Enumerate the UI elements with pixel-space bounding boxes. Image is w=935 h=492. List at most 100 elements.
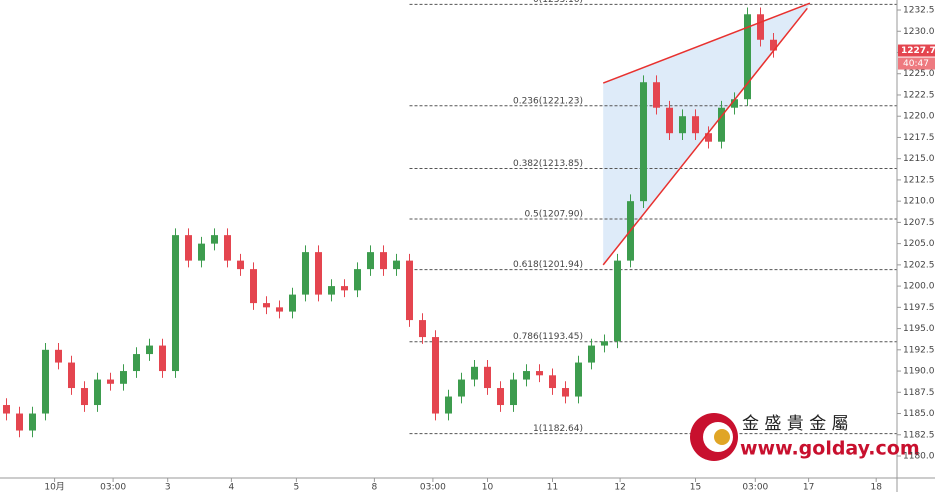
candle-body (731, 99, 738, 108)
candle-body (185, 235, 192, 261)
candle-body (601, 341, 608, 346)
channel-line (602, 2, 811, 84)
candle-body (328, 286, 335, 295)
candle-body (757, 14, 764, 40)
candle-body (3, 405, 10, 414)
candle-body (94, 379, 101, 406)
x-tick-label: 12 (614, 483, 625, 492)
y-tick-label: 1217.50 (903, 133, 935, 143)
price-tag-label: 1227.73 (901, 46, 935, 56)
brand-name: 金 盛 貴 金 屬 (742, 414, 849, 434)
y-tick-label: 1195.00 (903, 324, 935, 334)
candle-body (68, 362, 75, 389)
x-tick-label: 4 (229, 483, 235, 492)
candle-body (419, 320, 426, 338)
x-tick-label: 3 (165, 483, 171, 492)
x-tick-label: 03:00 (100, 483, 126, 492)
candle-body (679, 116, 686, 134)
candle-body (588, 345, 595, 363)
candle-body (315, 252, 322, 295)
y-tick-label: 1197.50 (903, 303, 935, 313)
y-tick-label: 1202.50 (903, 260, 935, 270)
candle-body (42, 349, 49, 414)
candle-body (133, 354, 140, 372)
candle-body (289, 294, 296, 312)
plot-area: 0(1233.16) 0.236(1221.23) 0.382(1213.85) 0.… (3, 0, 897, 438)
candle-body (198, 243, 205, 261)
candle-body (640, 82, 647, 202)
candle-body (406, 260, 413, 321)
candle-body (16, 413, 23, 431)
fib-label: 0.618(1201.94) (513, 260, 583, 270)
y-tick-label: 1220.00 (903, 112, 935, 122)
price-tag (898, 44, 935, 57)
candle-body (146, 345, 153, 355)
candle-body (120, 371, 127, 384)
candle-body (692, 116, 699, 134)
candle-body (510, 379, 517, 406)
x-tick-label: 10月 (44, 482, 64, 492)
candle-body (211, 235, 218, 244)
fib-label: 0.5(1207.90) (524, 209, 583, 219)
y-tick-label: 1192.50 (903, 345, 935, 355)
candle-body (224, 235, 231, 261)
candle-body (744, 14, 751, 100)
candle-body (29, 413, 36, 431)
candle-body (497, 388, 504, 406)
candle-body (536, 371, 543, 376)
fib-label: 0.236(1221.23) (513, 96, 583, 106)
y-tick-label: 1215.00 (903, 154, 935, 164)
y-tick-label: 1207.50 (903, 218, 935, 228)
candle-body (770, 39, 777, 51)
x-tick-label: 17 (803, 483, 814, 492)
y-tick-label: 1185.00 (903, 409, 935, 419)
channel-line (602, 7, 808, 266)
candle-body (107, 379, 114, 384)
y-tick-label: 1225.00 (903, 69, 935, 79)
candle-body (471, 366, 478, 380)
candle-body (380, 252, 387, 270)
x-tick-label: 5 (294, 483, 300, 492)
x-tick-label: 10 (482, 483, 494, 492)
fib-label: 0.786(1193.45) (513, 332, 583, 342)
candle-body (705, 133, 712, 142)
fib-label: 1(1182.64) (533, 424, 583, 434)
candle-body (263, 303, 270, 308)
candle-body (354, 269, 361, 291)
candle-body (159, 345, 166, 372)
x-tick-label: 18 (870, 483, 882, 492)
y-tick-label: 1230.00 (903, 27, 935, 37)
candle-body (276, 307, 283, 312)
y-tick-label: 1222.50 (903, 90, 935, 100)
candle-body (367, 252, 374, 270)
candle-body (523, 371, 530, 380)
candle-body (237, 260, 244, 270)
candle-body (614, 260, 621, 342)
x-tick-label: 03:00 (420, 483, 446, 492)
y-tick-label: 1190.00 (903, 367, 935, 377)
fib-label: 0.382(1213.85) (513, 159, 583, 169)
y-tick-label: 1212.50 (903, 175, 935, 185)
candle-body (562, 388, 569, 397)
logo (714, 429, 730, 445)
candle-body (302, 252, 309, 295)
y-tick-label: 1210.00 (903, 197, 935, 207)
y-tick-label: 1182.50 (903, 430, 935, 440)
y-tick-label: 1187.50 (903, 388, 935, 398)
candle-body (172, 235, 179, 372)
x-tick-label: 8 (372, 483, 378, 492)
y-tick-label: 1180.00 (903, 451, 935, 461)
x-tick-label: 11 (547, 483, 558, 492)
candle-body (55, 349, 62, 363)
brand-url: www.golday.com (740, 438, 920, 460)
watermark: 金 盛 貴 金 屬 www.golday.com (690, 413, 920, 461)
y-tick-label: 1200.00 (903, 282, 935, 292)
candle-body (458, 379, 465, 397)
candle-body (718, 107, 725, 142)
candle-body (341, 286, 348, 291)
candle-body (666, 107, 673, 134)
x-tick-label: 03:00 (742, 483, 768, 492)
candle-body (393, 260, 400, 270)
candle-body (445, 396, 452, 414)
y-tick-label: 1232.50 (903, 6, 935, 16)
